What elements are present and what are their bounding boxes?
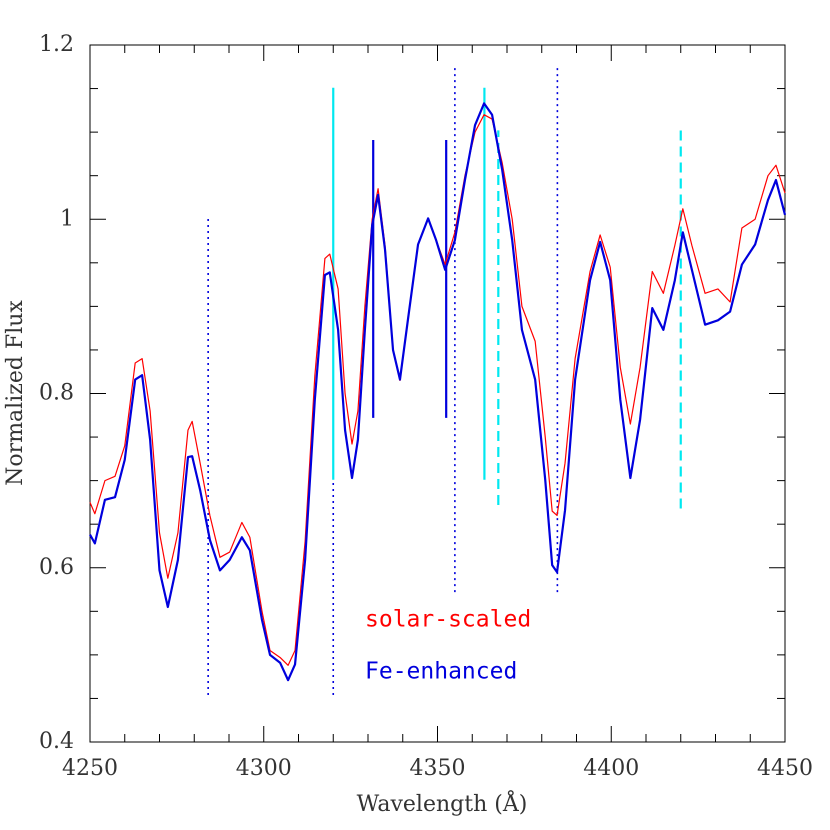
legend-label: solar-scaled [365, 607, 531, 633]
legend-label: Fe-enhanced [365, 659, 517, 685]
x-tick-label: 4300 [236, 756, 292, 781]
y-tick-label: 1.2 [39, 32, 74, 57]
y-tick-label: 0.8 [39, 381, 74, 406]
x-tick-label: 4350 [410, 756, 466, 781]
x-tick-label: 4450 [757, 756, 813, 781]
y-axis-label: Normalized Flux [3, 300, 28, 486]
y-tick-label: 0.4 [39, 729, 74, 754]
series-line [89, 102, 787, 682]
y-tick-label: 1 [60, 206, 74, 231]
y-tick-label: 0.6 [39, 555, 74, 580]
x-tick-label: 4400 [583, 756, 639, 781]
x-tick-label: 4250 [62, 756, 118, 781]
x-axis-label: Wavelength (Å) [357, 789, 528, 817]
